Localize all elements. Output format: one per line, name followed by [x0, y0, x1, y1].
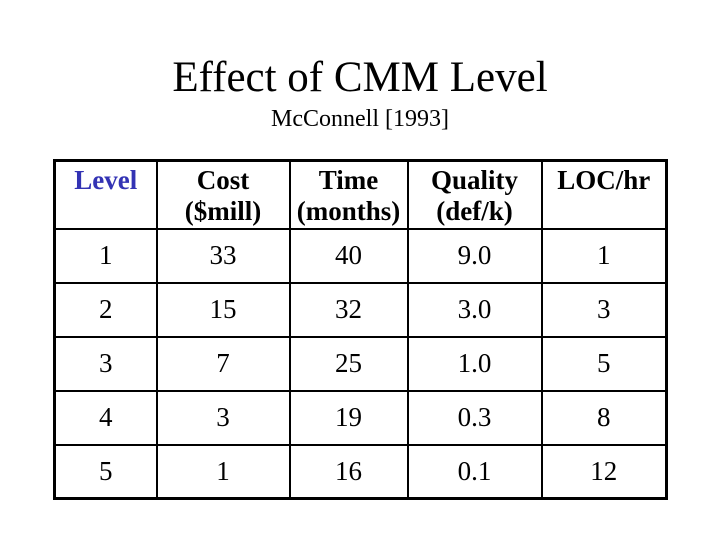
- slide-subtitle: McConnell [1993]: [271, 106, 449, 132]
- cell-level: 3: [53, 335, 158, 392]
- cell-loc-hr: 1: [540, 227, 668, 284]
- column-header-quality: Quality (def/k): [406, 159, 543, 230]
- column-header-loc-hr-label: LOC/hr: [557, 165, 651, 195]
- cell-time: 32: [288, 281, 409, 338]
- cell-level: 5: [53, 443, 158, 500]
- table-header-row: Level Cost ($mill) Time (months) Quality…: [53, 159, 668, 230]
- cell-cost: 33: [155, 227, 291, 284]
- cell-level: 1: [53, 227, 158, 284]
- cell-loc-hr: 8: [540, 389, 668, 446]
- table-row-level-4: 4 3 19 0.3 8: [53, 389, 668, 446]
- column-header-time-label: Time: [318, 165, 379, 195]
- cell-quality: 9.0: [406, 227, 543, 284]
- column-header-cost: Cost ($mill): [155, 159, 291, 230]
- cell-time: 16: [288, 443, 409, 500]
- cell-cost: 1: [155, 443, 291, 500]
- table-row-level-3: 3 7 25 1.0 5: [53, 335, 668, 392]
- cell-loc-hr: 3: [540, 281, 668, 338]
- cell-level: 4: [53, 389, 158, 446]
- column-header-level: Level: [53, 159, 158, 230]
- column-header-cost-label: Cost: [196, 165, 250, 195]
- cell-quality: 0.3: [406, 389, 543, 446]
- cell-time: 40: [288, 227, 409, 284]
- column-header-loc-hr: LOC/hr: [540, 159, 668, 230]
- cell-time: 19: [288, 389, 409, 446]
- table-row-level-5: 5 1 16 0.1 12: [53, 443, 668, 500]
- cmm-level-table: Level Cost ($mill) Time (months) Quality…: [53, 159, 668, 500]
- column-header-time-unit: (months): [296, 196, 401, 227]
- cell-time: 25: [288, 335, 409, 392]
- column-header-level-label: Level: [74, 165, 138, 195]
- table-row-level-1: 1 33 40 9.0 1: [53, 227, 668, 284]
- column-header-time: Time (months): [288, 159, 409, 230]
- column-header-quality-label: Quality: [430, 165, 518, 195]
- cell-loc-hr: 12: [540, 443, 668, 500]
- cell-loc-hr: 5: [540, 335, 668, 392]
- table-row-level-2: 2 15 32 3.0 3: [53, 281, 668, 338]
- cell-cost: 7: [155, 335, 291, 392]
- cell-quality: 3.0: [406, 281, 543, 338]
- cell-cost: 15: [155, 281, 291, 338]
- column-header-quality-unit: (def/k): [436, 196, 513, 227]
- cell-quality: 0.1: [406, 443, 543, 500]
- cell-quality: 1.0: [406, 335, 543, 392]
- cell-cost: 3: [155, 389, 291, 446]
- cell-level: 2: [53, 281, 158, 338]
- slide-title: Effect of CMM Level: [172, 54, 548, 101]
- column-header-cost-unit: ($mill): [184, 196, 262, 227]
